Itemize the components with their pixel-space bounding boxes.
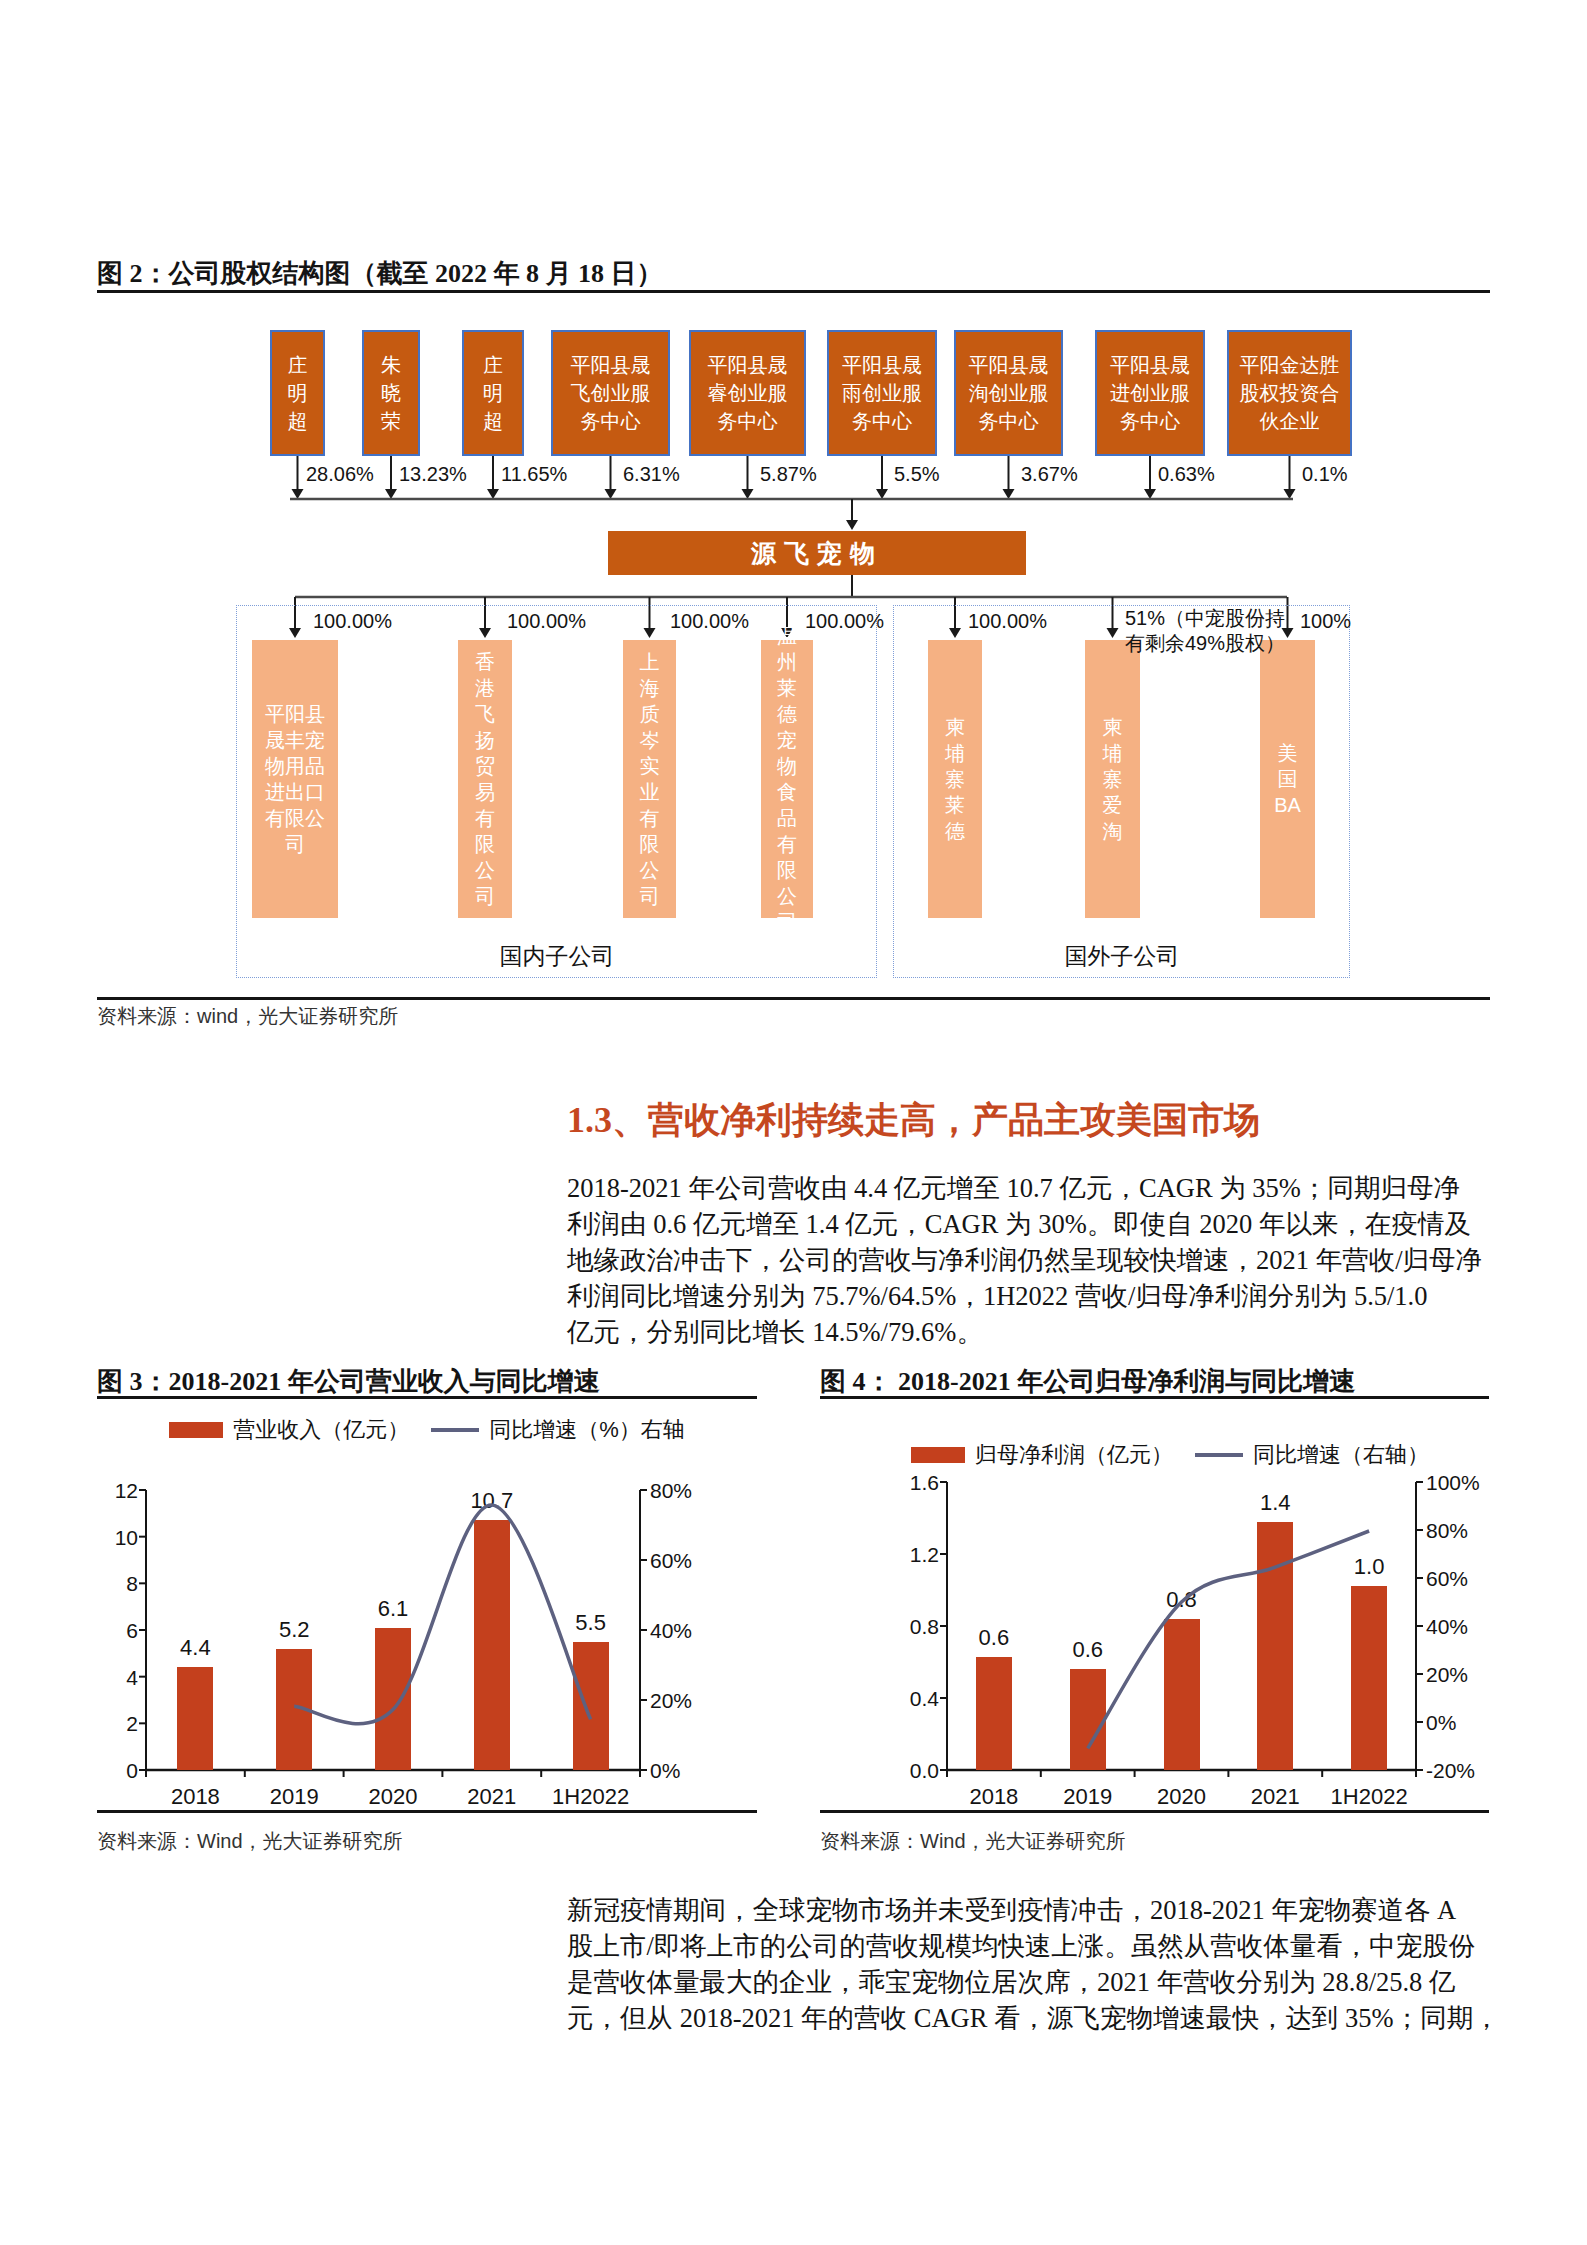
report-page: 图 2：公司股权结构图（截至 2022 年 8 月 18 日） 庄明超 朱晓荣 … bbox=[0, 0, 1587, 2245]
chart-line-series bbox=[0, 0, 1587, 2245]
page: { "figure2": { "title": "图 2：公司股权结构图（截至 … bbox=[0, 0, 1587, 2245]
